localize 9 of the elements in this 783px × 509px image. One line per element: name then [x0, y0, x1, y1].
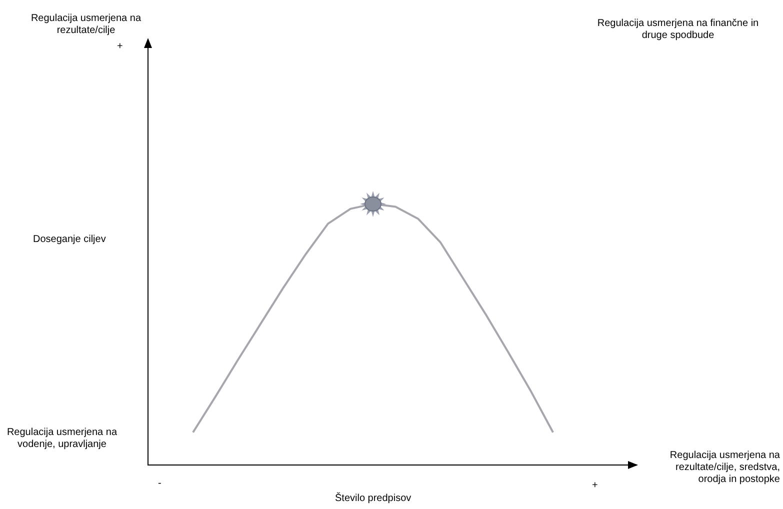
text: Doseganje ciljev	[33, 234, 106, 246]
text: Regulacija usmerjena na rezultate/cilje, sredstva, orodja in postopke	[668, 450, 780, 486]
text: Regulacija usmerjena na finančne in druge spodbude	[596, 18, 760, 42]
text: Regulacija usmerjena na vodenje, upravljanje	[6, 427, 118, 451]
x-axis-title: Število predpisov	[335, 493, 412, 505]
text: -	[158, 478, 162, 490]
text: +	[117, 41, 123, 53]
text: Regulacija usmerjena na rezultate/cilje	[30, 13, 142, 37]
text: +	[592, 480, 598, 492]
